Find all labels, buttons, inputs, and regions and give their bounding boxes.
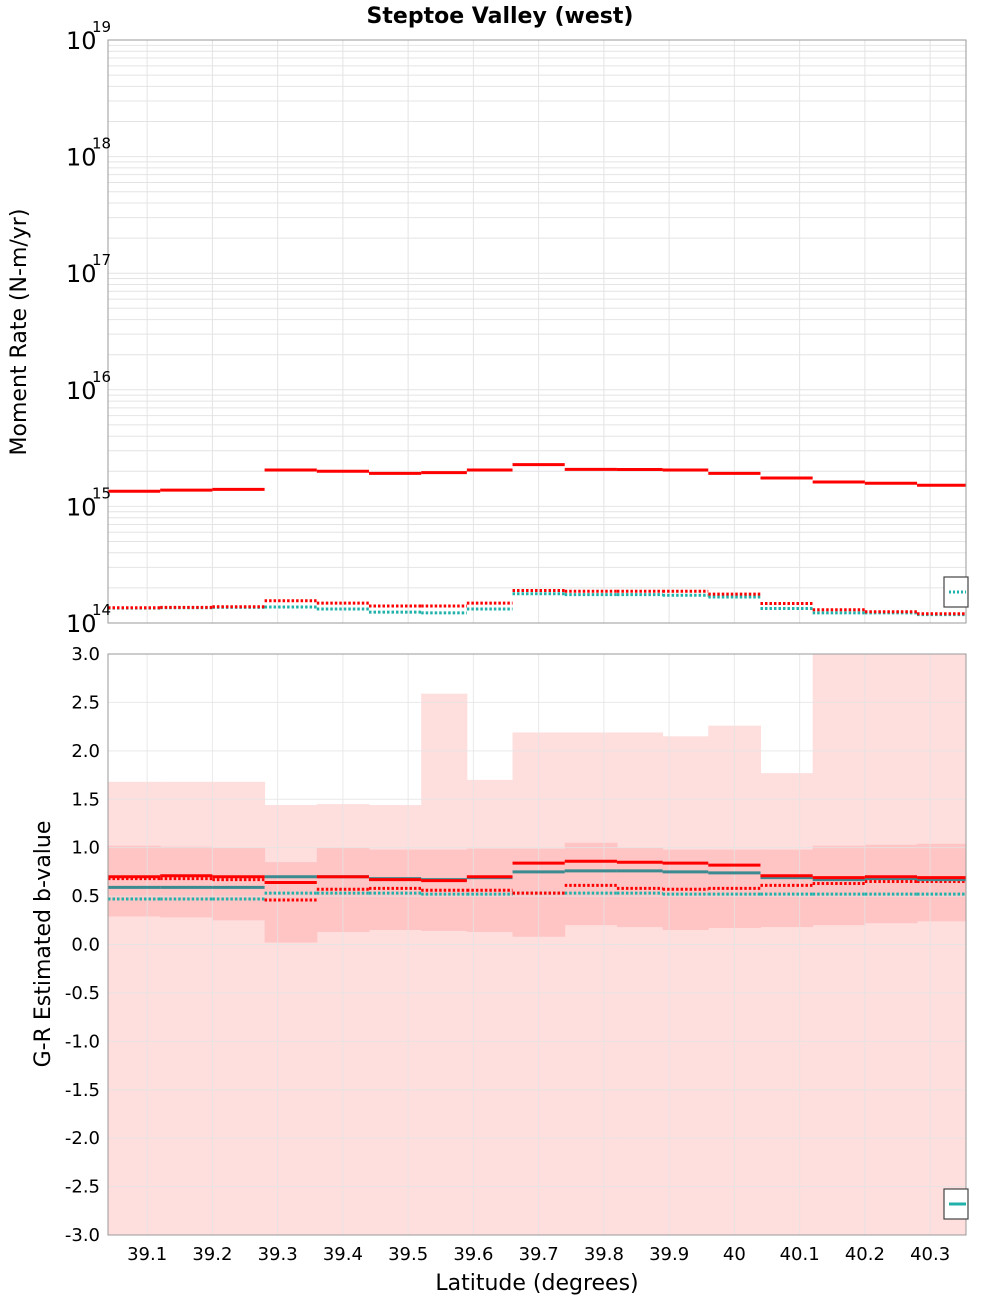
top-y-tick-base: 10: [66, 493, 97, 521]
band-rect: [564, 842, 618, 926]
top-plot-background: [108, 40, 966, 623]
bottom-y-axis-label: G-R Estimated b-value: [31, 821, 56, 1068]
top-y-tick-base: 10: [66, 377, 97, 405]
x-tick-label: 39.9: [649, 1244, 689, 1265]
top-y-tick-base: 10: [66, 27, 97, 55]
bottom-y-tick-label: -1.5: [65, 1080, 100, 1101]
band-rect: [108, 845, 161, 917]
bottom-grid: [108, 653, 966, 1236]
top-legend-box[interactable]: [943, 576, 969, 608]
x-tick-label: 39.5: [388, 1244, 428, 1265]
bottom-y-tick-label: -2.5: [65, 1177, 100, 1198]
bottom-y-tick-label: -3.0: [65, 1225, 100, 1246]
top-y-tick-exponent: 14: [92, 601, 111, 619]
bottom-y-tick-label: 0.0: [71, 935, 100, 956]
band-rect: [212, 847, 266, 921]
bottom-y-tick-label: -0.5: [65, 983, 100, 1004]
top-y-tick-exponent: 19: [92, 18, 111, 36]
bottom-y-tick-label: 2.5: [71, 692, 100, 713]
x-tick-label: 39.8: [584, 1244, 624, 1265]
bottom-y-ticks: 3.0 2.5 2.0 1.5 1.0 0.5 0.0 -0.5 -1.0 -1.5 -2.0 -2.…: [65, 644, 100, 1246]
bottom-y-tick-label: -1.0: [65, 1031, 100, 1052]
x-tick-label: 40.1: [780, 1244, 820, 1265]
band-rect: [616, 732, 664, 1235]
top-plot-frame: [107, 39, 967, 624]
bottom-legend-box[interactable]: [943, 1188, 969, 1220]
bottom-y-tick-label: 1.5: [71, 789, 100, 810]
x-tick-label: 39.1: [127, 1244, 167, 1265]
top-y-tick-exponent: 15: [92, 484, 111, 502]
bottom-y-tick-label: 2.0: [71, 741, 100, 762]
band-rect: [564, 732, 618, 1235]
bottom-teal-dotted: [108, 891, 966, 901]
bottom-y-tick-label: -2.0: [65, 1128, 100, 1149]
bottom-plot-frame: [107, 653, 967, 1236]
bottom-y-tick-label: 3.0: [71, 644, 100, 665]
band-rect: [421, 693, 468, 1235]
top-y-tick-base: 10: [66, 260, 97, 288]
top-series: [108, 463, 966, 617]
b-value-panel: 3.0 2.5 2.0 1.5 1.0 0.5 0.0 -0.5 -1.0 -1.5 -2.0 -2.…: [31, 644, 969, 1246]
top-grid: [108, 40, 966, 624]
top-y-tick-exponent: 18: [92, 135, 111, 153]
top-y-axis-label: Moment Rate (N-m/yr): [7, 209, 32, 456]
x-tick-label: 40: [723, 1244, 746, 1265]
band-rect: [160, 846, 213, 918]
bottom-series: [108, 859, 966, 902]
top-red-dotted: [108, 588, 966, 616]
bottom-red-dotted: [108, 877, 966, 902]
band-rect: [812, 845, 866, 926]
top-y-tick-exponent: 16: [92, 368, 111, 386]
band-rect: [760, 849, 814, 928]
top-red-solid: [108, 463, 966, 493]
bottom-red-solid: [108, 859, 966, 885]
x-tick-label: 39.4: [323, 1244, 363, 1265]
band-rect: [760, 773, 814, 1235]
x-tick-label: 40.2: [845, 1244, 885, 1265]
x-ticks: 39.1 39.2 39.3 39.4 39.5 39.6 39.7 39.8 39.9 40 40…: [127, 1244, 950, 1265]
chart-title: Steptoe Valley (west): [367, 4, 634, 29]
band-rect: [368, 849, 422, 930]
top-y-tick-exponent: 17: [92, 251, 111, 269]
x-tick-label: 39.6: [453, 1244, 493, 1265]
band-rect: [864, 844, 918, 924]
top-y-tick-base: 10: [66, 144, 97, 172]
x-tick-label: 39.3: [258, 1244, 298, 1265]
band-rect: [264, 862, 318, 943]
x-tick-label: 39.7: [519, 1244, 559, 1265]
x-axis-label: Latitude (degrees): [435, 1271, 638, 1296]
band-rect: [662, 736, 709, 1235]
x-tick-label: 40.3: [910, 1244, 950, 1265]
top-y-tick-base: 10: [66, 610, 97, 638]
bottom-y-tick-label: 0.5: [71, 886, 100, 907]
bottom-y-tick-label: 1.0: [71, 838, 100, 859]
x-tick-label: 39.2: [192, 1244, 232, 1265]
